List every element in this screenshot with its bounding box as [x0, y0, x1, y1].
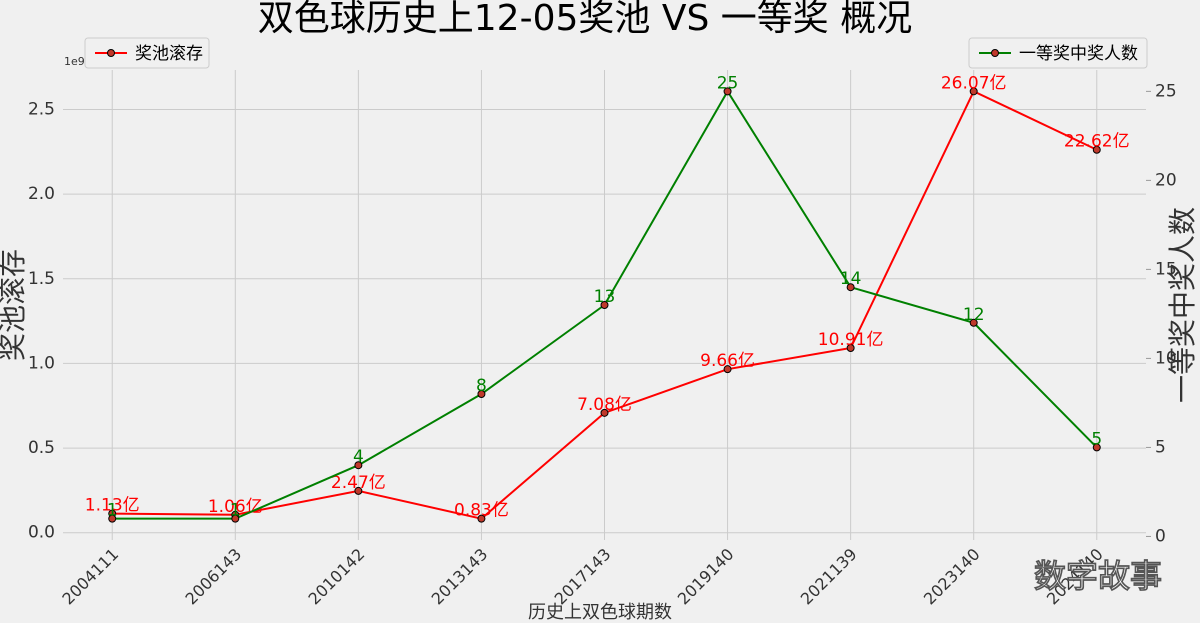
y-tick-label: 2.5 [28, 99, 55, 119]
y2-tick-label: 15 [1155, 259, 1177, 279]
marker [1092, 443, 1101, 452]
legend-box [968, 37, 1148, 69]
marker [477, 514, 486, 523]
legend: 奖池滚存 [84, 37, 210, 69]
marker [354, 461, 363, 470]
marker [969, 87, 978, 96]
data-label: 14 [840, 269, 862, 289]
chart-title: 双色球历史上12-05奖池 VS 一等奖 概况 [258, 0, 912, 39]
data-label: 22.62亿 [1064, 132, 1130, 152]
legend: 一等奖中奖人数 [968, 37, 1148, 69]
legend-label: 奖池滚存 [135, 44, 203, 64]
data-label: 26.07亿 [941, 73, 1007, 93]
marker [1092, 145, 1101, 154]
legend-marker [107, 49, 115, 57]
data-label: 7.08亿 [577, 395, 632, 415]
marker [723, 87, 732, 96]
marker [846, 344, 855, 353]
legend-marker [991, 49, 999, 57]
y2-tick-label: 20 [1155, 170, 1177, 190]
marker [600, 408, 609, 417]
data-label: 25 [717, 73, 739, 93]
y-tick-label: 1.0 [28, 353, 55, 373]
y2-tick-label: 10 [1155, 348, 1177, 368]
marker [477, 390, 486, 399]
legend-label: 一等奖中奖人数 [1019, 44, 1138, 64]
data-label: 9.66亿 [700, 351, 755, 371]
marker [108, 514, 117, 523]
legend-box [84, 37, 210, 69]
y-offset-text: 1e9 [64, 55, 85, 68]
data-label: 10.91亿 [818, 330, 884, 350]
data-label: 13 [594, 287, 616, 307]
marker [354, 486, 363, 495]
y-axis-label: 奖池滚存 [0, 249, 29, 361]
y-tick-label: 0.5 [28, 438, 55, 458]
data-label: 2.47亿 [331, 473, 386, 493]
y-tick-label: 0.0 [28, 523, 55, 543]
marker [231, 514, 240, 523]
marker [600, 301, 609, 309]
y2-axis-label: 一等奖中奖人数 [1166, 207, 1199, 403]
marker [846, 283, 855, 292]
watermark: 数字故事 [1034, 557, 1162, 595]
marker [723, 365, 732, 374]
y2-tick-label: 0 [1155, 526, 1166, 546]
data-label: 12 [963, 305, 985, 325]
marker [969, 318, 978, 327]
y-tick-label: 1.5 [28, 269, 55, 289]
data-label: 1 [107, 501, 118, 521]
data-label: 1 [230, 501, 241, 521]
y-tick-label: 2.0 [28, 184, 55, 204]
y2-tick-label: 5 [1155, 437, 1166, 457]
data-label: 0.83亿 [454, 501, 509, 521]
data-label: 1.13亿 [85, 496, 140, 516]
data-label: 5 [1091, 429, 1102, 449]
y2-tick-label: 25 [1155, 81, 1177, 101]
data-label: 4 [353, 447, 364, 467]
data-label: 8 [476, 376, 487, 396]
x-axis-label: 历史上双色球期数 [528, 602, 672, 623]
